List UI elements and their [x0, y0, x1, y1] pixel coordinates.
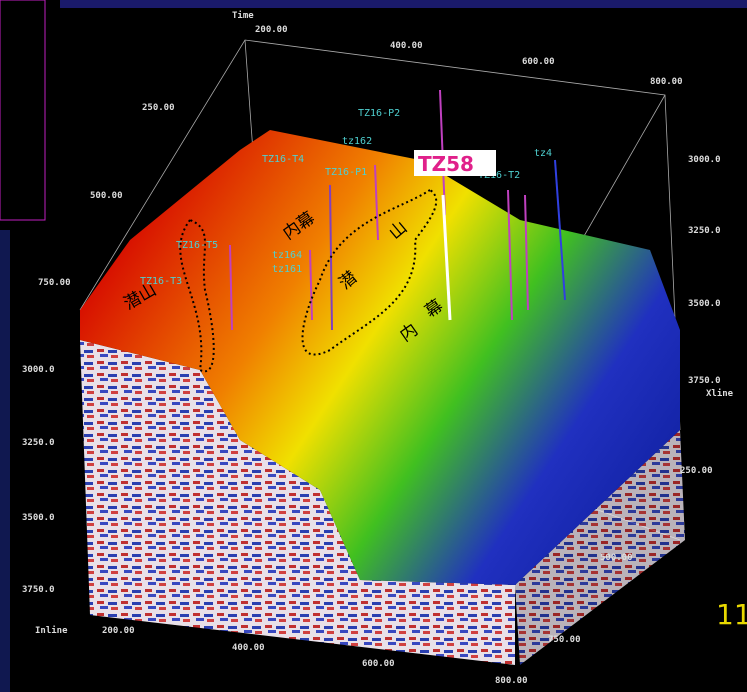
tick-label: 600.00 [522, 57, 555, 67]
axis-title: Time [232, 10, 254, 21]
highlight-well: TZ58 [418, 152, 474, 176]
tick-label: 400.00 [232, 643, 265, 653]
tick-label: 3250.0 [688, 226, 721, 236]
tick-label: 500.00 [600, 553, 633, 563]
tick-label: 750.00 [38, 278, 71, 288]
seismic-side-face [515, 430, 685, 665]
outlines [179, 189, 438, 373]
well-label: TZ16-T4 [262, 154, 304, 165]
tick-label: 3250.0 [22, 438, 55, 448]
well-label: tz4 [534, 148, 552, 159]
page-number: 11 [716, 598, 747, 631]
tick-label: 600.00 [362, 659, 395, 669]
axis-title: Inline [35, 625, 68, 636]
tick-label: 3000.0 [688, 155, 721, 165]
tick-label: 3750.0 [688, 376, 721, 386]
axis-title: Xline [706, 388, 734, 399]
tick-label: 800.00 [650, 77, 683, 87]
tick-label: 3000.0 [22, 365, 55, 375]
tick-label: 3500.0 [688, 299, 721, 309]
tick-label: 200.00 [102, 626, 135, 636]
horizon-surface [80, 130, 680, 585]
tick-label: 400.00 [390, 41, 423, 51]
well-label: TZ16-T2 [478, 170, 520, 181]
well-label: TZ16-P1 [325, 167, 367, 178]
tick-label: 500.00 [90, 191, 123, 201]
tick-label: 200.00 [255, 25, 288, 35]
tick-label: 3750.0 [22, 585, 55, 595]
highlight-box [414, 150, 496, 176]
well-label: tz162 [342, 136, 372, 147]
well-label: TZ16-T3 [140, 276, 182, 287]
top-band [60, 0, 747, 8]
well-label: TZ16-T5 [176, 240, 218, 251]
tick-label: 250.00 [142, 103, 175, 113]
tick-label: 3500.0 [22, 513, 55, 523]
well-label: TZ16-P2 [358, 108, 400, 119]
inset-box [0, 0, 46, 221]
tick-label: 800.00 [495, 676, 528, 686]
well-label: tz164 [272, 250, 302, 261]
left-band [0, 230, 10, 692]
seismic-front-face [80, 340, 515, 665]
tick-label: 750.00 [548, 635, 581, 645]
tick-label: 250.00 [680, 466, 713, 476]
well-label: tz161 [272, 264, 302, 275]
